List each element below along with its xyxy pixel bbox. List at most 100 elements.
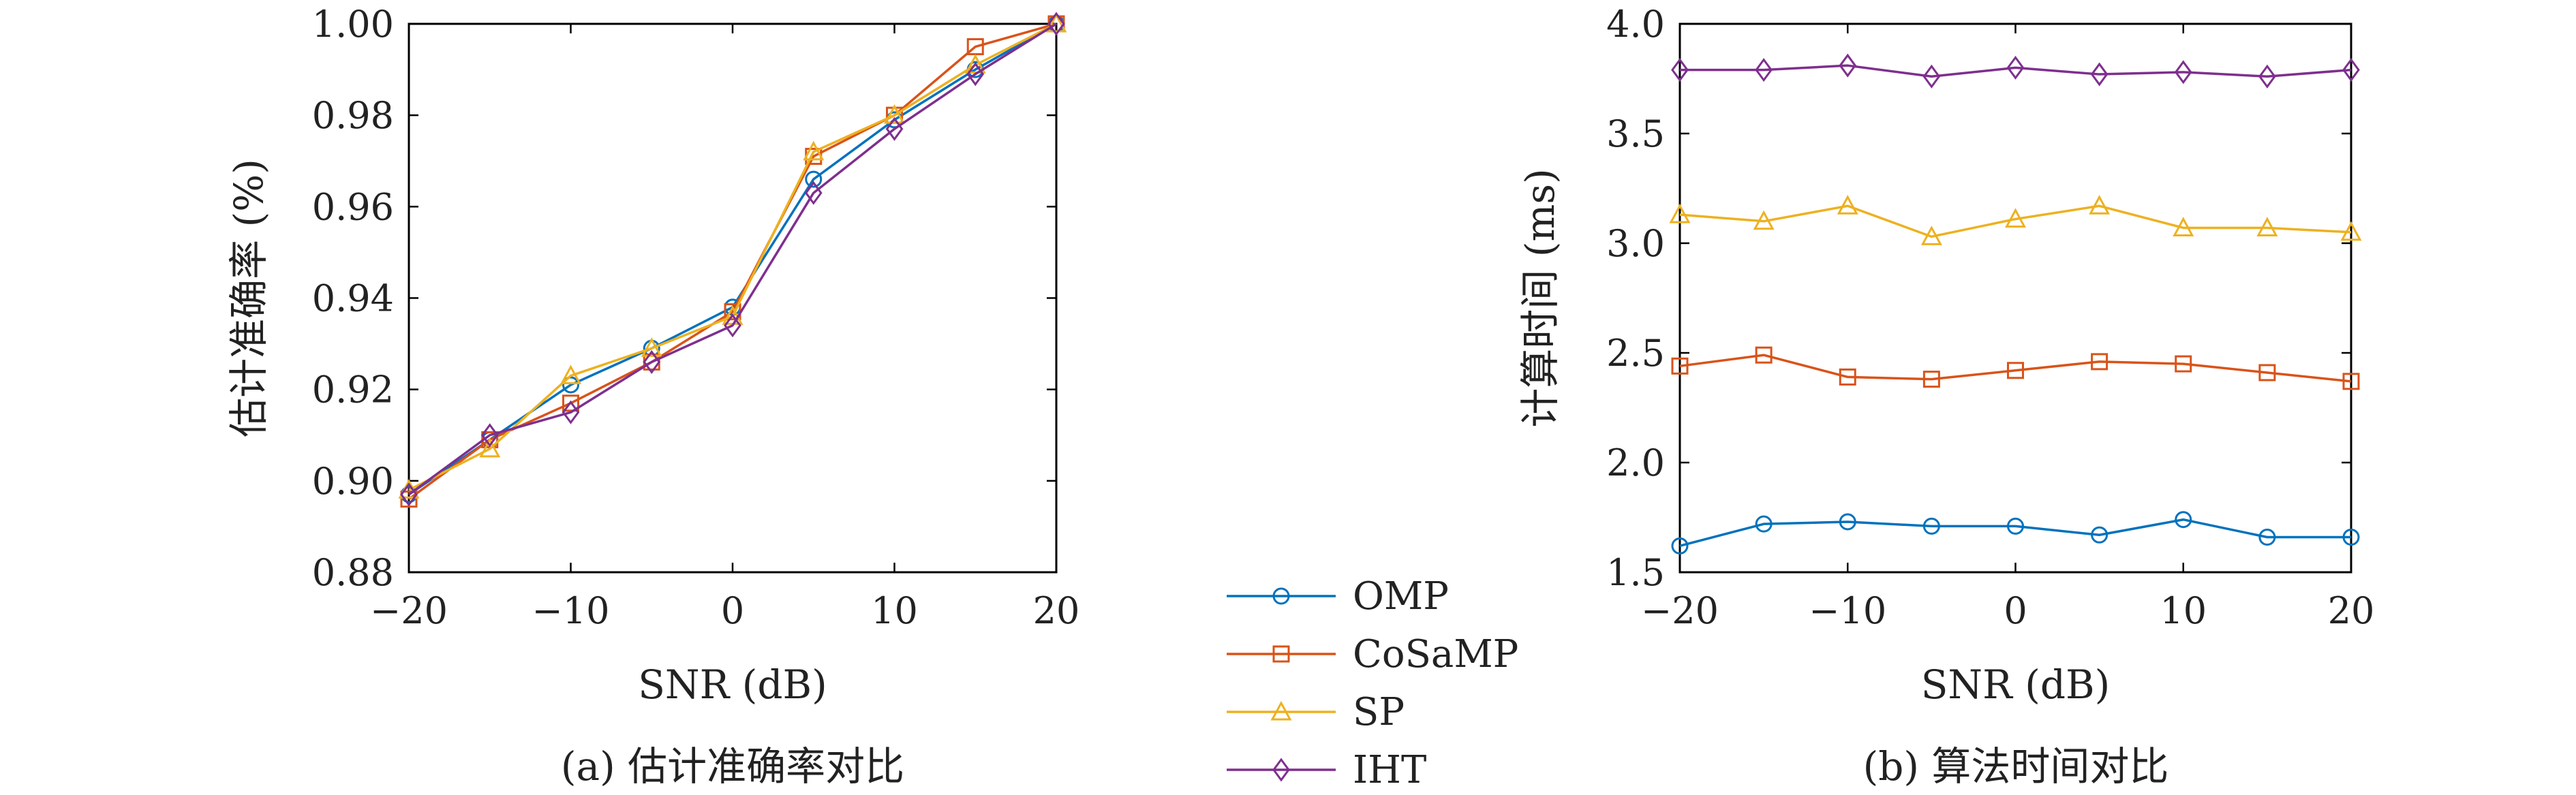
y-tick-label: 0.92 bbox=[312, 369, 394, 411]
data-point bbox=[1669, 203, 1691, 223]
data-point bbox=[2175, 355, 2192, 373]
y-tick-label: 3.5 bbox=[1606, 112, 1665, 155]
series-line bbox=[1680, 64, 2352, 78]
data-point bbox=[1047, 12, 1065, 36]
data-point bbox=[1753, 210, 1775, 230]
series-omp bbox=[1671, 511, 2360, 555]
data-point bbox=[1922, 64, 1941, 89]
data-point bbox=[1671, 357, 1689, 375]
x-tick-label: 0 bbox=[2004, 589, 2027, 632]
x-tick-label: −10 bbox=[532, 589, 610, 632]
x-tick-label: −10 bbox=[1809, 589, 1886, 632]
plot-frame bbox=[1678, 22, 2352, 574]
plot-frame bbox=[408, 22, 1058, 574]
data-point bbox=[1920, 225, 1942, 245]
data-point bbox=[643, 349, 661, 374]
series-line bbox=[408, 22, 1057, 496]
data-point bbox=[1755, 515, 1773, 533]
data-point bbox=[1671, 537, 1689, 555]
x-tick-label: 20 bbox=[1033, 589, 1080, 632]
y-tick-label: 1.00 bbox=[312, 3, 394, 46]
data-point bbox=[562, 400, 580, 424]
legend-label: OMP bbox=[1353, 574, 1449, 619]
y-tick-label: 0.90 bbox=[312, 460, 394, 503]
data-point bbox=[966, 62, 985, 87]
series-cosamp bbox=[1671, 346, 2360, 390]
series-sp bbox=[398, 12, 1067, 499]
data-point bbox=[2258, 364, 2276, 381]
series-line bbox=[408, 22, 1057, 491]
series-sp bbox=[1669, 195, 2362, 245]
legend-marker bbox=[1272, 645, 1290, 663]
data-point bbox=[2004, 208, 2027, 228]
data-point bbox=[2007, 517, 2024, 535]
series-iht bbox=[400, 12, 1065, 507]
y-axis-label: 估计准确率 (%) bbox=[226, 159, 272, 437]
data-point bbox=[803, 140, 825, 161]
legend-marker bbox=[1270, 700, 1292, 721]
y-tick-label: 2.5 bbox=[1606, 332, 1665, 375]
data-point bbox=[1045, 12, 1067, 33]
data-point bbox=[2342, 58, 2360, 82]
data-point bbox=[805, 170, 823, 188]
data-point bbox=[1839, 53, 1857, 78]
x-axis-label: SNR (dB) bbox=[1921, 661, 2111, 708]
data-point bbox=[2089, 195, 2111, 215]
y-axis-label: 计算时间 (ms) bbox=[1517, 168, 1563, 427]
chart-b-compute-time: −20 −10 0 10 20 1.5 2.0 2.5 3.0 3.5 4.0 SNR (dB) 计算时… bbox=[1517, 3, 2374, 790]
data-point bbox=[883, 104, 906, 124]
y-tick-label: 0.96 bbox=[312, 185, 394, 228]
data-point bbox=[2174, 60, 2192, 84]
data-point bbox=[2091, 353, 2109, 371]
data-point bbox=[2258, 528, 2276, 546]
data-point bbox=[2175, 511, 2192, 529]
legend-label: CoSaMP bbox=[1353, 632, 1518, 676]
data-point bbox=[724, 313, 741, 338]
series-omp bbox=[400, 15, 1065, 503]
series-line bbox=[1679, 204, 2352, 238]
data-point bbox=[480, 423, 499, 448]
data-point bbox=[885, 116, 904, 141]
x-tick-label: 0 bbox=[721, 589, 744, 632]
data-point bbox=[2342, 373, 2360, 390]
y-tick-label: 0.88 bbox=[312, 551, 394, 594]
data-point bbox=[2091, 526, 2109, 544]
data-point bbox=[2090, 62, 2109, 87]
data-point bbox=[562, 376, 579, 394]
y-tick-label: 0.98 bbox=[312, 94, 394, 137]
data-point bbox=[562, 394, 579, 412]
chart-caption: (a) 估计准确率对比 bbox=[561, 743, 904, 790]
legend-label: SP bbox=[1353, 690, 1405, 734]
legend: OMP CoSaMP SP IHT bbox=[1227, 574, 1518, 792]
data-point bbox=[400, 490, 418, 508]
chart-a-accuracy: −20 −10 0 10 20 0.88 0.90 0.92 0.94 0.96 0.98 1.00 S… bbox=[226, 3, 1079, 790]
data-point bbox=[1671, 58, 1689, 82]
series-line bbox=[408, 22, 1057, 496]
series-line bbox=[1679, 354, 2352, 383]
data-point bbox=[1922, 371, 1940, 388]
data-point bbox=[2340, 221, 2362, 241]
x-tick-label: 10 bbox=[871, 589, 918, 632]
data-point bbox=[1839, 513, 1856, 531]
data-point bbox=[2006, 55, 2025, 80]
data-point bbox=[2007, 362, 2024, 379]
data-point bbox=[2258, 64, 2276, 89]
x-tick-label: 20 bbox=[2328, 589, 2375, 632]
data-point bbox=[2173, 217, 2194, 236]
chart-caption: (b) 算法时间对比 bbox=[1863, 743, 2169, 790]
x-tick-label: −20 bbox=[1641, 589, 1719, 632]
data-point bbox=[479, 437, 501, 458]
legend-marker bbox=[1272, 758, 1290, 782]
x-tick-label: −20 bbox=[370, 589, 448, 632]
data-point bbox=[641, 337, 662, 357]
x-axis-label: SNR (dB) bbox=[638, 661, 827, 708]
y-tick-label: 1.5 bbox=[1606, 551, 1665, 594]
x-tick-label: 10 bbox=[2160, 589, 2207, 632]
data-point bbox=[1755, 58, 1773, 82]
y-tick-label: 3.0 bbox=[1606, 222, 1665, 265]
data-point bbox=[1837, 195, 1858, 215]
legend-label: IHT bbox=[1353, 748, 1426, 792]
data-point bbox=[400, 482, 418, 507]
legend-marker bbox=[1272, 587, 1290, 605]
